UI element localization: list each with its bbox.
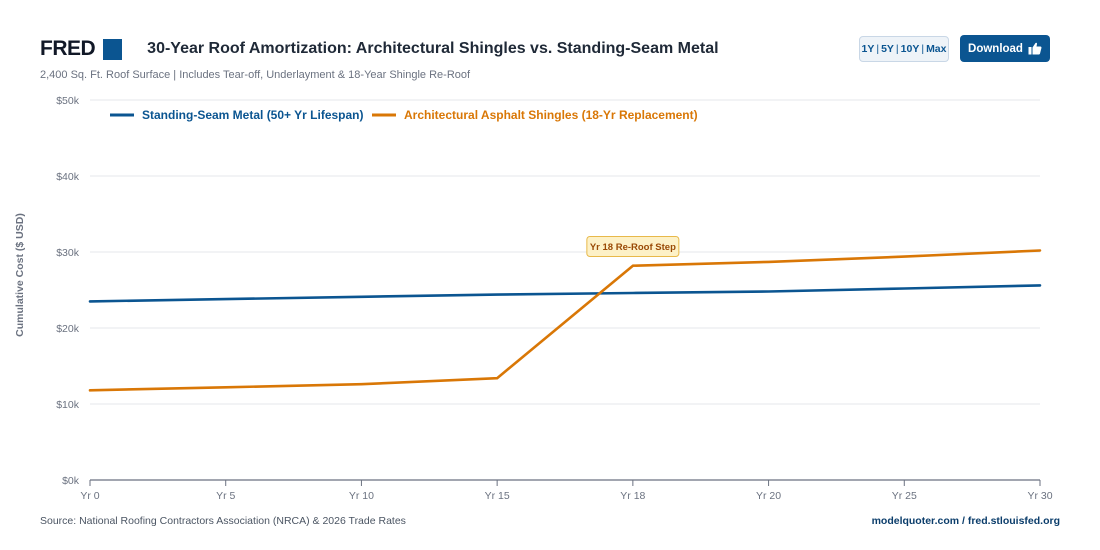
download-button[interactable]: Download — [960, 35, 1050, 62]
annotation-box — [586, 235, 680, 257]
legend-label: Standing-Seam Metal (50+ Yr Lifespan) — [142, 108, 364, 122]
range-separator: | — [876, 43, 880, 55]
chart-subtitle: 2,400 Sq. Ft. Roof Surface | Includes Te… — [40, 69, 471, 81]
download-label: Download — [968, 42, 1023, 55]
legend-label: Architectural Asphalt Shingles (18-Yr Re… — [404, 108, 698, 122]
x-tick-label: Yr 30 — [1027, 490, 1052, 502]
chart-header: FRED 30-Year Roof Amortization: Architec… — [40, 36, 719, 62]
y-tick-label: $50k — [56, 95, 80, 107]
range-1y-button[interactable]: 1Y — [861, 43, 875, 55]
y-tick-label: $10k — [56, 399, 80, 411]
chart-title: 30-Year Roof Amortization: Architectural… — [147, 40, 719, 57]
x-tick-label: Yr 5 — [216, 490, 235, 502]
x-tick-label: Yr 18 — [620, 490, 645, 502]
date-range-selector: 1Y | 5Y | 10Y | Max — [859, 36, 949, 62]
y-tick-label: $20k — [56, 323, 80, 335]
legend-item-metal: Standing-Seam Metal (50+ Yr Lifespan) — [110, 108, 364, 122]
range-separator: | — [921, 43, 925, 55]
x-tick-label: Yr 20 — [756, 490, 781, 502]
y-axis-label: Cumulative Cost ($ USD) — [14, 213, 26, 337]
y-tick-label: $0k — [62, 475, 80, 487]
series-line-shingles — [88, 249, 1042, 392]
series-line-metal — [88, 284, 1042, 303]
thumbs-up-icon — [1028, 42, 1042, 55]
legend-item-shingles: Architectural Asphalt Shingles (18-Yr Re… — [372, 108, 698, 122]
x-tick-label: Yr 25 — [892, 490, 917, 502]
range-separator: | — [895, 43, 899, 55]
footer-link[interactable]: modelquoter.com / fred.stlouisfed.org — [871, 515, 1060, 527]
annotation-reroof: Yr 18 Re-Roof Step — [586, 235, 680, 257]
range-5y-button[interactable]: 5Y — [881, 43, 894, 55]
range-10y-button[interactable]: 10Y — [900, 43, 920, 55]
x-tick-label: Yr 10 — [349, 490, 374, 502]
x-tick-label: Yr 15 — [485, 490, 510, 502]
x-tick-label: Yr 0 — [80, 490, 99, 502]
fred-logo: FRED — [40, 37, 96, 60]
annotation-label: Yr 18 Re-Roof Step — [590, 242, 676, 253]
y-tick-label: $40k — [56, 171, 80, 183]
range-max-button[interactable]: Max — [926, 43, 947, 55]
y-tick-label: $30k — [56, 247, 80, 259]
source-note: Source: National Roofing Contractors Ass… — [40, 515, 406, 527]
fred-logo-mark — [103, 38, 123, 60]
